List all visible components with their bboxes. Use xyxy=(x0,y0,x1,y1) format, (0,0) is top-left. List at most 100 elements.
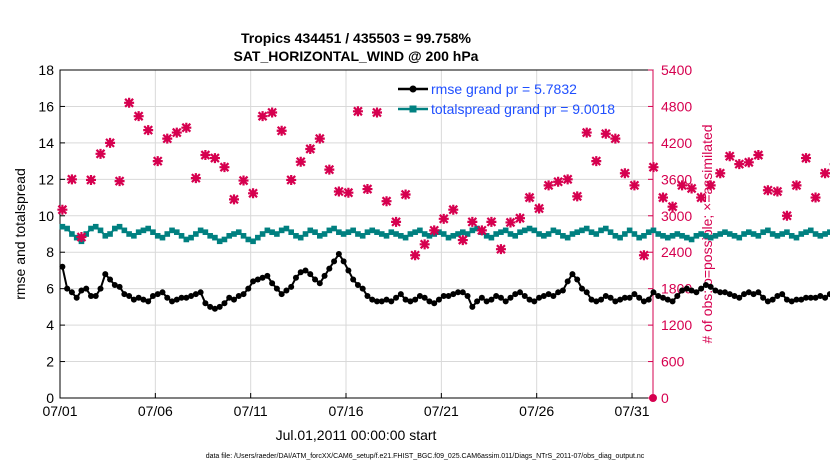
totalspread-point xyxy=(526,225,533,232)
rmse-point xyxy=(364,292,371,299)
rmse-point xyxy=(221,300,228,307)
totalspread-point xyxy=(822,231,828,237)
obs-count-point xyxy=(734,159,745,170)
obs-count-point xyxy=(362,184,373,195)
totalspread-point xyxy=(536,231,542,237)
totalspread-point xyxy=(293,233,299,239)
y-tick-label-right: 1200 xyxy=(661,317,692,333)
totalspread-point xyxy=(498,229,504,235)
totalspread-point xyxy=(483,233,490,239)
obs-count-point xyxy=(410,250,421,261)
totalspread-point xyxy=(259,231,266,237)
rmse-point xyxy=(192,291,199,298)
totalspread-point xyxy=(307,227,314,234)
rmse-point xyxy=(674,292,681,299)
obs-count-point xyxy=(429,225,440,236)
rmse-point xyxy=(149,292,156,299)
totalspread-point xyxy=(150,229,156,235)
obs-count-point xyxy=(524,192,535,203)
rmse-point xyxy=(555,289,562,296)
rmse-point xyxy=(216,303,223,310)
rmse-point xyxy=(731,292,738,299)
left-axis: 0 2 4 6 8 10 12 14 16 18 xyxy=(38,62,65,406)
totalspread-point xyxy=(369,227,376,234)
totalspread-point xyxy=(493,231,499,237)
rmse-point xyxy=(488,296,495,303)
totalspread-point xyxy=(59,223,66,230)
rmse-point xyxy=(655,292,662,299)
y-tick-label-left: 16 xyxy=(38,98,54,114)
rmse-point xyxy=(316,280,323,287)
totalspread-point xyxy=(364,229,371,235)
totalspread-point xyxy=(674,231,681,237)
totalspread-point xyxy=(312,229,318,235)
y-tick-label-right: 3000 xyxy=(661,208,692,224)
rmse-point xyxy=(412,296,419,303)
totalspread-point xyxy=(636,234,642,241)
obs-count-point xyxy=(448,204,459,215)
rmse-point xyxy=(650,289,657,296)
obs-count-point xyxy=(133,111,144,122)
totalspread-point xyxy=(736,234,743,241)
totalspread-point xyxy=(488,234,495,241)
totalspread-point xyxy=(760,229,766,235)
rmse-point xyxy=(660,294,667,301)
rmse-point xyxy=(803,294,810,301)
rmse-point xyxy=(226,294,233,301)
totalspread-point xyxy=(564,234,571,241)
rmse-point xyxy=(111,282,118,289)
totalspread-point xyxy=(64,225,70,232)
totalspread-point xyxy=(655,231,662,237)
totalspread-point xyxy=(746,229,752,235)
totalspread-point xyxy=(769,231,776,237)
obs-count-point xyxy=(286,174,297,185)
rmse-point xyxy=(621,294,628,301)
totalspread-point xyxy=(326,227,333,234)
rmse-point xyxy=(531,298,538,305)
x-axis-label: Jul.01,2011 00:00:00 start xyxy=(276,427,437,443)
obs-count-point xyxy=(143,125,154,136)
rmse-point xyxy=(602,292,609,299)
legend-label-1: totalspread grand pr = 9.0018 xyxy=(431,101,615,117)
rmse-point xyxy=(130,296,137,303)
rmse-point xyxy=(431,300,438,307)
totalspread-point xyxy=(622,231,628,237)
rmse-point xyxy=(750,291,757,298)
rmse-point xyxy=(178,294,185,301)
rmse-point xyxy=(107,276,114,283)
totalspread-point xyxy=(135,229,142,235)
y-tick-label-left: 4 xyxy=(46,317,54,333)
totalspread-point xyxy=(202,229,209,235)
rmse-point xyxy=(707,283,714,290)
totalspread-point xyxy=(374,229,380,235)
totalspread-point xyxy=(574,229,581,235)
rmse-point xyxy=(721,289,728,296)
rmse-point xyxy=(345,267,352,274)
totalspread-point xyxy=(641,233,647,239)
rmse-point xyxy=(517,289,524,296)
x-tick-label: 07/21 xyxy=(424,403,459,419)
totalspread-point xyxy=(83,231,90,237)
rmse-point xyxy=(574,276,581,283)
rmse-point xyxy=(369,296,376,303)
totalspread-point xyxy=(555,229,561,235)
totalspread-point xyxy=(755,233,762,239)
y-tick-label-left: 8 xyxy=(46,244,54,260)
y-tick-label-right: 0 xyxy=(661,390,669,406)
obs-count-point xyxy=(114,176,125,187)
rmse-point xyxy=(683,285,690,292)
obs-count-point xyxy=(591,156,602,167)
obs-count-point xyxy=(181,122,192,133)
obs-count-point xyxy=(772,186,783,197)
totalspread-point xyxy=(207,233,213,239)
obs-count-point xyxy=(162,133,173,144)
rmse-point xyxy=(550,292,557,299)
totalspread-point xyxy=(421,231,428,237)
rmse-point xyxy=(755,289,762,296)
rmse-point xyxy=(450,291,457,298)
rmse-point xyxy=(693,289,700,296)
totalspread-point xyxy=(827,229,830,235)
obs-count-point xyxy=(219,162,230,173)
obs-count-point xyxy=(343,187,354,198)
obs-count-point xyxy=(209,153,220,164)
